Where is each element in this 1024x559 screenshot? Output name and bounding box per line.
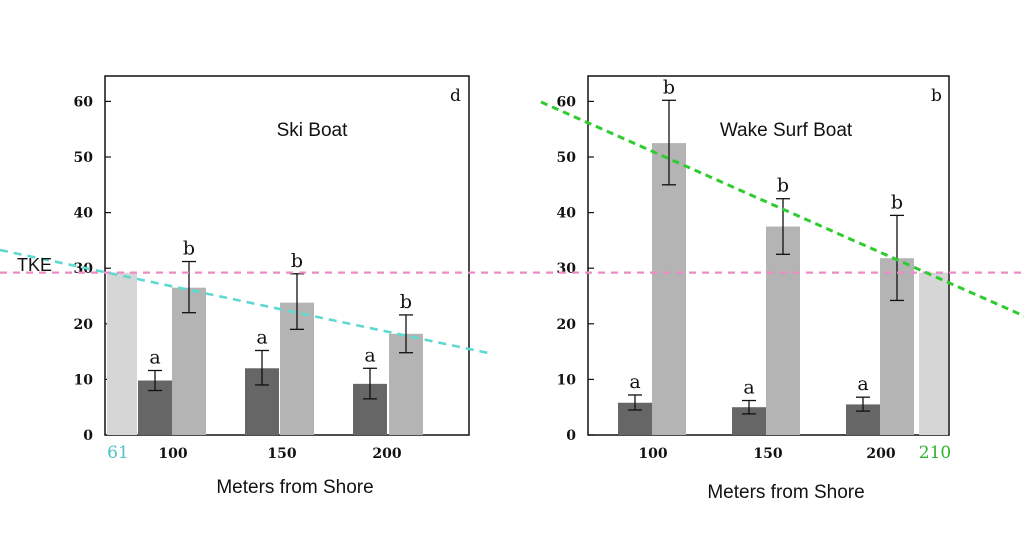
- ski-significance-label: b: [291, 250, 303, 272]
- wake-y-tick-label: 40: [557, 206, 577, 222]
- tke-label: TKE: [17, 255, 52, 275]
- wake-corner-label: b: [931, 86, 942, 106]
- ski-corner-label: d: [450, 86, 461, 106]
- wake-x-tick-label: 200: [866, 446, 895, 462]
- ski-chart-title: Ski Boat: [277, 120, 348, 141]
- wake-bar: [652, 143, 686, 435]
- ski-x-tick-label: 200: [372, 446, 401, 462]
- wake-significance-label: a: [629, 371, 640, 393]
- wake-significance-label: b: [891, 191, 903, 213]
- ski-significance-label: b: [400, 291, 412, 313]
- ski-significance-label: a: [256, 326, 267, 348]
- wake-chart-title: Wake Surf Boat: [720, 120, 853, 141]
- wake-bar: [766, 226, 800, 435]
- wake-significance-label: a: [743, 377, 754, 399]
- wake-y-tick-label: 10: [557, 372, 577, 388]
- wake-y-tick-label: 50: [557, 150, 577, 166]
- annotation-overlays: [0, 100, 1024, 356]
- wake-significance-label: b: [777, 175, 789, 197]
- wake-trend-line: [540, 100, 1024, 318]
- ski-end-bar: [107, 272, 137, 435]
- wake-significance-label: b: [663, 76, 675, 98]
- wake-y-tick-label: 30: [557, 261, 577, 277]
- ski-x-tick-label: 100: [158, 446, 187, 462]
- wake-significance-label: a: [857, 373, 868, 395]
- ski-y-tick-label: 40: [74, 206, 94, 222]
- ski-boat-chart: 0 10 20 30 40 50 60 61 a a a b b b 100 150 200 d Ski Bo…: [74, 75, 470, 498]
- wake-x-tick-label: 150: [753, 446, 782, 462]
- ski-significance-label: b: [183, 238, 195, 260]
- ski-x-axis-title: Meters from Shore: [216, 477, 373, 498]
- wake-y-tick-label: 60: [557, 94, 577, 110]
- ski-end-label: 61: [107, 443, 129, 463]
- wake-y-tick-label: 20: [557, 317, 577, 333]
- wake-end-bar: [919, 272, 948, 435]
- ski-y-tick-label: 10: [74, 372, 94, 388]
- wake-y-tick-label: 0: [566, 428, 576, 444]
- ski-y-tick-label: 20: [74, 317, 94, 333]
- ski-significance-label: a: [364, 344, 375, 366]
- ski-y-tick-label: 30: [74, 261, 94, 277]
- wake-bars: 210 a a a b b b 100 150 200: [618, 76, 951, 463]
- ski-bars: 61 a a a b b b 100 150 200: [107, 238, 423, 463]
- wake-x-axis-title: Meters from Shore: [707, 482, 864, 503]
- ski-y-tick-label: 50: [74, 150, 94, 166]
- ski-y-tick-label: 0: [83, 428, 93, 444]
- ski-significance-label: a: [149, 347, 160, 369]
- wake-end-label: 210: [919, 443, 951, 463]
- wake-x-tick-label: 100: [638, 446, 667, 462]
- wake-surf-boat-chart: 0 10 20 30 40 50 60 210 a a a b b b 100 150 200 b Wake …: [557, 75, 951, 503]
- ski-x-tick-label: 150: [267, 446, 296, 462]
- ski-y-tick-label: 60: [74, 94, 94, 110]
